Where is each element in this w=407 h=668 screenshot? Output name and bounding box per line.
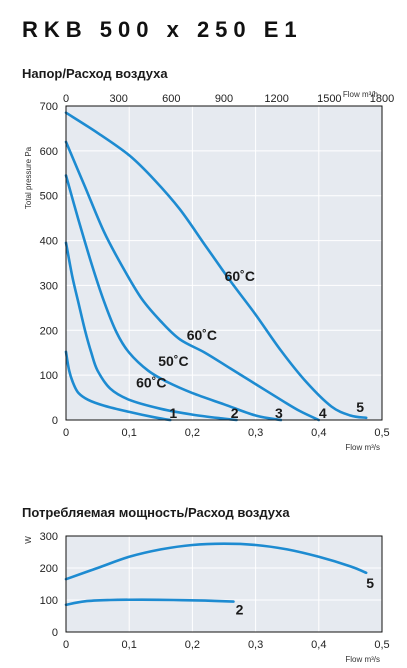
pressure-top-x-axis-label: Flow m³/h: [343, 90, 378, 99]
top-x-tick-label: 300: [109, 93, 127, 105]
x-tick-label: 0: [63, 639, 69, 651]
x-tick-label: 0,5: [374, 427, 389, 439]
top-x-tick-label: 1200: [264, 93, 288, 105]
curve-label-3: 3: [275, 405, 283, 421]
power-y-axis-label: W: [24, 536, 33, 544]
pressure-top-x-ticks: 0 300 600 900 1200 1500 1800: [63, 93, 394, 105]
x-tick-label: 0,5: [374, 639, 389, 651]
series-line-5: [64, 542, 368, 581]
series-line-1: [64, 350, 172, 422]
pressure-curve-labels: 1 2 3 4 5: [169, 399, 364, 421]
series-line-4: [64, 140, 321, 422]
y-tick-label: 100: [40, 370, 58, 382]
x-tick-label: 0: [63, 427, 69, 439]
power-curve-label-2: 2: [236, 602, 244, 618]
y-tick-label: 200: [40, 563, 58, 575]
series-line-2: [64, 598, 235, 607]
power-x-axis-label: Flow m³/s: [345, 655, 380, 664]
temperature-annotation: 50˚C: [158, 353, 188, 369]
pressure-y-axis-label: Total pressure Pa: [24, 146, 33, 209]
curve-label-5: 5: [356, 399, 364, 415]
y-tick-label: 300: [40, 531, 58, 543]
y-tick-label: 0: [52, 627, 58, 639]
series-line-2: [64, 241, 238, 422]
pressure-temperature-labels: 60˚C 60˚C 50˚C 60˚C: [136, 268, 255, 391]
x-tick-label: 0,4: [311, 639, 326, 651]
temperature-annotation: 60˚C: [136, 375, 166, 391]
x-tick-label: 0,2: [185, 639, 200, 651]
curve-label-2: 2: [231, 405, 239, 421]
model-title: RKB 500 x 250 E1: [22, 17, 303, 42]
x-tick-label: 0,2: [185, 427, 200, 439]
series-line-3: [64, 174, 283, 422]
pressure-grid: [66, 106, 382, 420]
y-tick-label: 600: [40, 146, 58, 158]
top-x-tick-label: 0: [63, 93, 69, 105]
y-tick-label: 700: [40, 101, 58, 113]
pressure-plot-area: [66, 106, 382, 420]
power-y-ticks: 0 100 200 300: [40, 531, 58, 639]
y-tick-label: 0: [52, 415, 58, 427]
power-flow-chart: Потребляемая мощность/Расход воздуха 0 10…: [22, 505, 390, 664]
series-line-5: [64, 111, 368, 420]
power-curve-label-5: 5: [366, 575, 374, 591]
temperature-annotation: 60˚C: [225, 268, 255, 284]
power-curves: [64, 542, 368, 607]
x-tick-label: 0,1: [122, 427, 137, 439]
pressure-curves: [64, 111, 368, 422]
x-tick-label: 0,1: [122, 639, 137, 651]
top-x-tick-label: 1800: [370, 93, 394, 105]
pressure-flow-chart: Напор/Расход воздуха 0100200300400500600…: [22, 66, 394, 452]
pressure-x-axis-label: Flow m³/s: [345, 443, 380, 452]
y-tick-label: 100: [40, 595, 58, 607]
power-curve-labels: 52: [236, 575, 375, 618]
x-tick-label: 0,3: [248, 639, 263, 651]
temperature-annotation: 60˚C: [187, 327, 217, 343]
pressure-plot-frame: [65, 105, 383, 421]
top-x-tick-label: 1500: [317, 93, 341, 105]
y-tick-label: 500: [40, 191, 58, 203]
top-x-tick-label: 900: [215, 93, 233, 105]
power-plot-area: [66, 536, 382, 632]
pressure-chart-title: Напор/Расход воздуха: [22, 66, 168, 81]
pressure-y-ticks: 0 100 200 300 400 500 600 700: [40, 101, 58, 427]
top-x-tick-label: 600: [162, 93, 180, 105]
curve-label-4: 4: [319, 405, 327, 421]
power-chart-title: Потребляемая мощность/Расход воздуха: [22, 505, 290, 520]
y-tick-label: 400: [40, 236, 58, 248]
y-tick-label: 200: [40, 325, 58, 337]
y-tick-label: 300: [40, 280, 58, 292]
x-tick-label: 0,4: [311, 427, 326, 439]
x-tick-label: 0,3: [248, 427, 263, 439]
curve-label-1: 1: [169, 405, 177, 421]
pressure-x-ticks: 0 0,1 0,2 0,3 0,4 0,5: [63, 427, 390, 439]
power-plot-frame: [65, 535, 383, 633]
power-x-ticks: 0 0,1 0,2 0,3 0,4 0,5: [63, 639, 390, 651]
